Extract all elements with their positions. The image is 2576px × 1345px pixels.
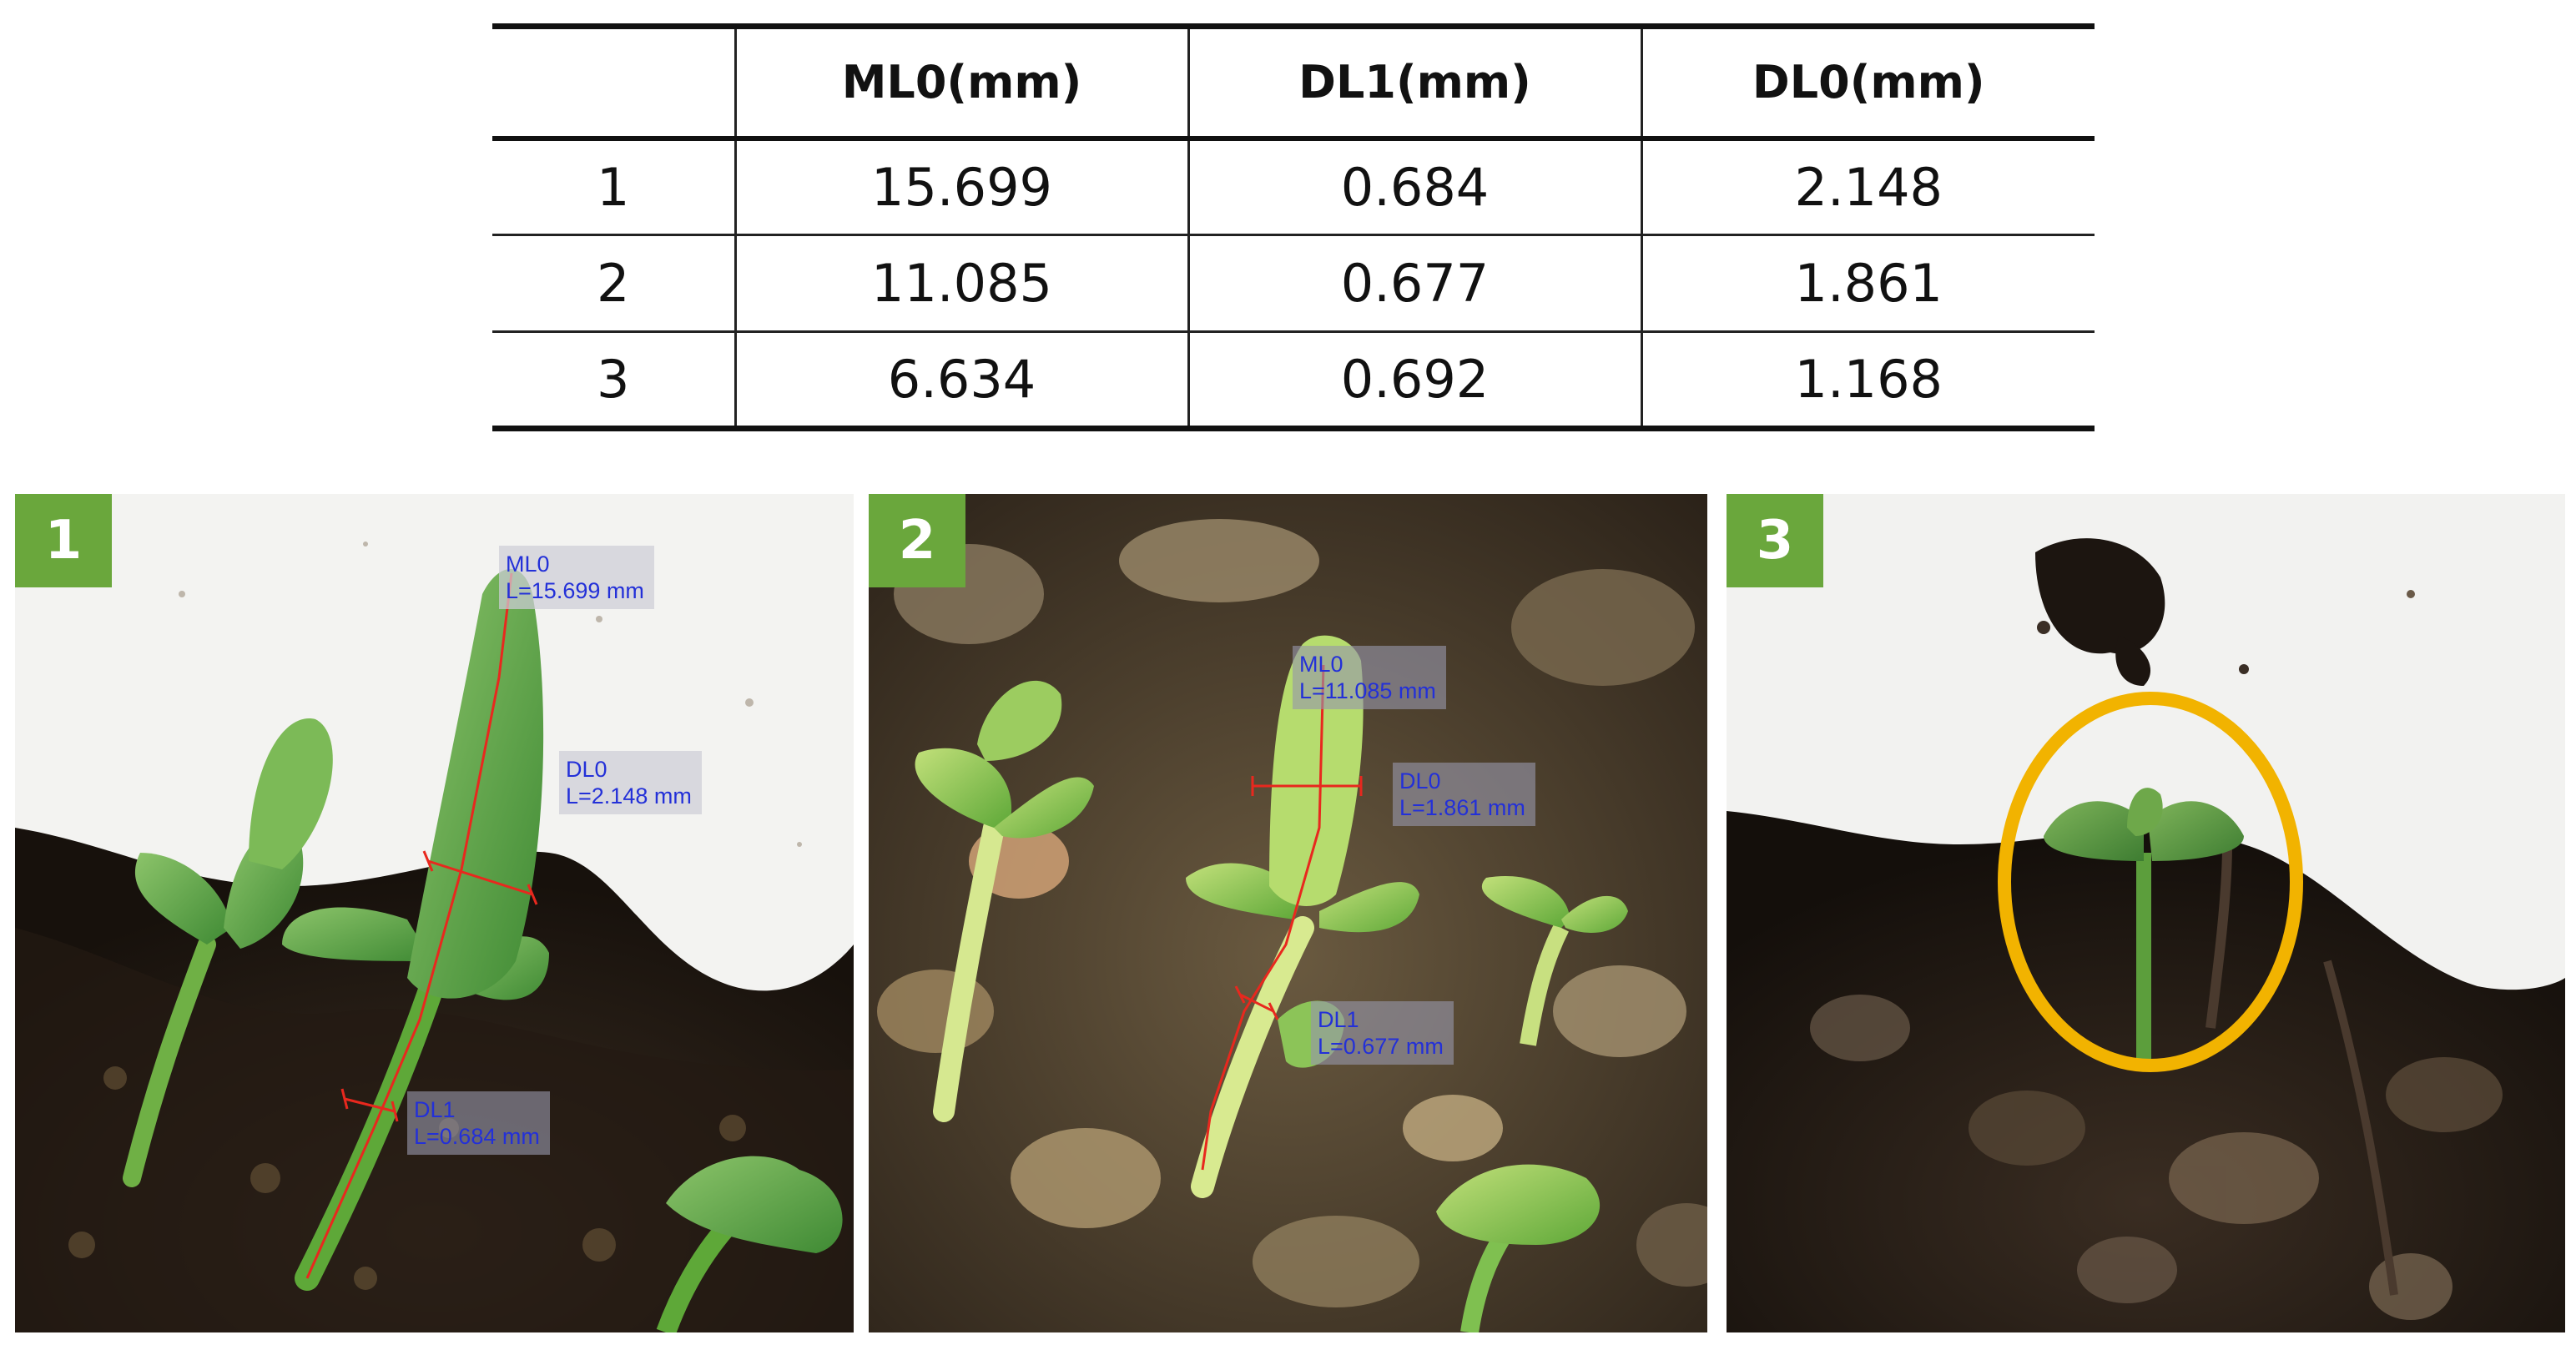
measurement-name: DL0: [1399, 768, 1441, 793]
table-cell: 1.861: [1640, 234, 2095, 333]
measurement-value: L=0.684 mm: [414, 1124, 540, 1149]
measurement-name: DL0: [566, 757, 607, 782]
dl0-measurement-label: DL0 L=1.861 mm: [1393, 763, 1535, 826]
table-cell: 0.692: [1187, 331, 1641, 431]
table-header-row: ML0(mm) DL1(mm) DL0(mm): [492, 23, 2095, 141]
seedling-photo-3-illustration: [1727, 494, 2565, 1332]
panel-badge: 1: [15, 494, 112, 587]
table-cell: 2: [492, 234, 735, 333]
header-cell-dl0: DL0(mm): [1640, 23, 2095, 141]
table-row: 2 11.085 0.677 1.861: [492, 234, 2095, 333]
header-cell-ml0: ML0(mm): [733, 23, 1188, 141]
seedling-photo-2-illustration: [869, 494, 1707, 1332]
panel-badge: 3: [1727, 494, 1823, 587]
table-cell: 11.085: [733, 234, 1188, 333]
header-cell-index: [492, 23, 735, 141]
measurement-value: L=0.677 mm: [1318, 1034, 1444, 1059]
table-cell: 0.684: [1187, 138, 1641, 236]
panel-badge: 2: [869, 494, 965, 587]
table-cell: 6.634: [733, 331, 1188, 431]
table-row: 3 6.634 0.692 1.168: [492, 331, 2095, 431]
table-row: 1 15.699 0.684 2.148: [492, 138, 2095, 236]
table-cell: 15.699: [733, 138, 1188, 236]
seedling-photo-1: 1 ML0 L=15.699 mm DL0 L=2.148 mm DL1 L=0…: [15, 494, 854, 1332]
seedling-photo-1-illustration: [15, 494, 854, 1332]
table-cell: 3: [492, 331, 735, 431]
measurement-value: L=1.861 mm: [1399, 795, 1525, 820]
measurement-name: ML0: [1299, 652, 1343, 677]
measurement-table: ML0(mm) DL1(mm) DL0(mm) 1 15.699 0.684 2…: [492, 23, 2095, 431]
measurement-value: L=2.148 mm: [566, 783, 692, 809]
seedling-photo-2: 2 ML0 L=11.085 mm DL0 L=1.861 mm DL1 L=0…: [869, 494, 1707, 1332]
measurement-value: L=15.699 mm: [506, 578, 644, 603]
measurement-name: DL1: [414, 1097, 456, 1122]
dl1-measurement-label: DL1 L=0.677 mm: [1311, 1001, 1454, 1065]
seedling-photo-3: 3: [1727, 494, 2565, 1332]
measurement-name: DL1: [1318, 1007, 1359, 1032]
table-cell: 1: [492, 138, 735, 236]
ml0-measurement-label: ML0 L=15.699 mm: [499, 546, 654, 609]
table-cell: 1.168: [1640, 331, 2095, 431]
measurement-value: L=11.085 mm: [1299, 678, 1436, 703]
dl1-measurement-label: DL1 L=0.684 mm: [407, 1091, 550, 1155]
table-cell: 0.677: [1187, 234, 1641, 333]
measurement-name: ML0: [506, 552, 550, 577]
ml0-measurement-label: ML0 L=11.085 mm: [1293, 646, 1446, 709]
table-cell: 2.148: [1640, 138, 2095, 236]
dl0-measurement-label: DL0 L=2.148 mm: [559, 751, 702, 814]
header-cell-dl1: DL1(mm): [1187, 23, 1641, 141]
